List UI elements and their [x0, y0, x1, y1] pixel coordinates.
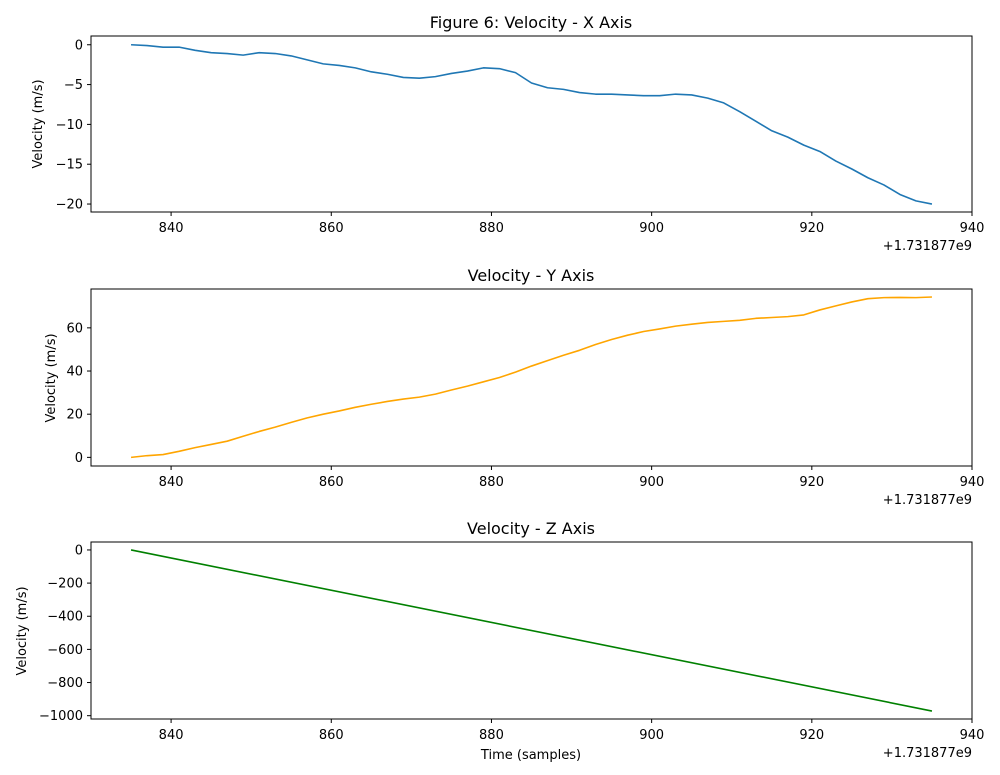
- y-tick-label: −800: [47, 676, 83, 691]
- x-tick-label: 900: [639, 728, 664, 743]
- subplot-y-axis: Velocity - Y Axis Velocity (m/s) +1.7318…: [44, 266, 984, 508]
- x-tick-label: 860: [319, 728, 344, 743]
- y-tick-label: 40: [66, 365, 83, 380]
- y-axis-label: Velocity (m/s): [15, 586, 30, 675]
- y-tick-label: −400: [47, 610, 83, 625]
- series-line: [131, 43, 933, 205]
- y-tick-label: 0: [75, 451, 83, 466]
- y-tick-label: −10: [56, 118, 83, 133]
- x-tick-label: 940: [960, 221, 985, 236]
- y-axis-label: Velocity (m/s): [44, 333, 59, 422]
- x-tick-label: 840: [159, 475, 184, 490]
- x-tick-label: 920: [799, 728, 824, 743]
- y-tick-label: 0: [75, 543, 83, 558]
- x-tick-label: 860: [319, 221, 344, 236]
- y-tick-label: 60: [66, 321, 83, 336]
- y-tick-label: 20: [66, 408, 83, 423]
- x-offset-label: +1.731877e9: [883, 493, 972, 508]
- x-axis-label: Time (samples): [480, 748, 581, 763]
- subplot-x-axis: Figure 6: Velocity - X Axis Velocity (m/…: [31, 13, 984, 254]
- axes-frame: [90, 288, 973, 467]
- x-tick-label: 940: [960, 728, 985, 743]
- x-tick-label: 940: [960, 475, 985, 490]
- x-tick-label: 920: [799, 221, 824, 236]
- subplot-z-axis: Velocity - Z Axis Velocity (m/s) Time (s…: [15, 519, 984, 763]
- x-offset-label: +1.731877e9: [883, 746, 972, 761]
- y-tick-label: 0: [75, 38, 83, 53]
- y-axis-label: Velocity (m/s): [31, 79, 46, 168]
- y-tick-label: −1000: [39, 709, 83, 724]
- subplot-title: Velocity - Z Axis: [467, 519, 595, 538]
- x-offset-label: +1.731877e9: [883, 239, 972, 254]
- y-tick-label: −20: [56, 198, 83, 213]
- x-tick-label: 900: [639, 221, 664, 236]
- y-tick-label: −600: [47, 643, 83, 658]
- axes-frame: [90, 541, 973, 720]
- x-tick-label: 880: [479, 221, 504, 236]
- subplot-title: Velocity - Y Axis: [468, 266, 595, 285]
- x-tick-label: 840: [159, 728, 184, 743]
- x-tick-label: 860: [319, 475, 344, 490]
- y-tick-label: −5: [64, 78, 83, 93]
- subplot-title: Figure 6: Velocity - X Axis: [430, 13, 633, 32]
- series-line: [130, 296, 932, 459]
- series-line: [130, 549, 933, 712]
- y-tick-label: −15: [56, 158, 83, 173]
- x-tick-label: 920: [799, 475, 824, 490]
- x-tick-label: 880: [479, 475, 504, 490]
- x-tick-label: 880: [479, 728, 504, 743]
- x-tick-label: 900: [639, 475, 664, 490]
- x-tick-label: 840: [159, 221, 184, 236]
- y-tick-label: −200: [47, 577, 83, 592]
- axes-frame: [90, 35, 973, 213]
